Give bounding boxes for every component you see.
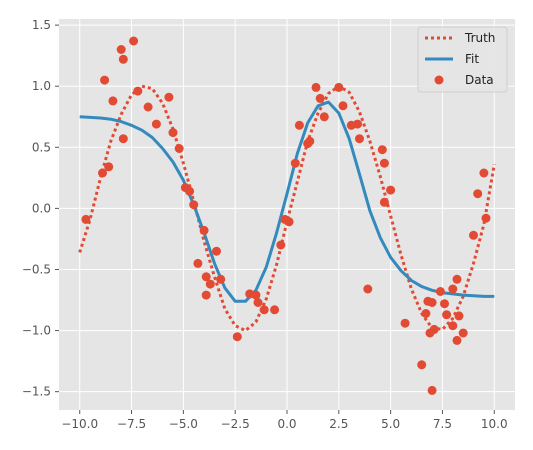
data-point [479,168,489,178]
y-tick-label: 0.5 [32,140,51,154]
data-point [185,186,195,196]
data-point [189,200,199,210]
data-point [421,309,431,318]
series-layer [78,36,496,395]
y-tick-label: 1.0 [32,79,51,93]
data-point [305,136,315,146]
legend-truth-label: Truth [464,31,495,45]
data-point [454,311,464,321]
data-point [251,290,261,300]
data-point [129,36,139,46]
data-point [442,310,452,320]
x-tick-label: 7.5 [433,417,452,431]
y-tick-label: 1.5 [32,18,51,32]
x-tick-label: 2.5 [329,417,348,431]
data-point [193,258,203,268]
data-point [400,318,410,328]
data-point [448,321,458,331]
data-point [216,274,226,284]
data-point [311,82,321,92]
data-point [151,119,161,129]
data-point [133,86,143,96]
data-point [458,328,468,338]
x-tick-label: 5.0 [381,417,400,431]
data-point [417,360,427,370]
data-point [104,162,114,172]
data-point [116,45,126,54]
y-tick-label: −1.5 [22,385,51,399]
data-point [429,324,439,334]
data-point [469,230,478,240]
y-tick-label: −1.0 [22,324,51,338]
data-point [452,274,462,284]
x-tick-label: −10.0 [61,417,98,431]
x-tick-label: 10.0 [481,417,508,431]
y-tick-label: 0.0 [32,201,51,215]
data-point [319,112,329,122]
data-point [118,134,128,144]
data-point [448,284,458,294]
data-point [427,385,437,395]
tick-labels: −10.0 −7.5 −5.0 −2.5 0.0 2.5 5.0 7.5 10.0 −1.5 −1.… [22,18,508,431]
data-point [212,246,221,256]
data-point [377,145,387,155]
data-point [334,82,344,92]
data-point [201,290,211,300]
data-point [440,299,449,309]
data-point [294,120,304,130]
data-point [259,305,269,315]
x-tick-label: −7.5 [117,417,146,431]
data-point [174,144,184,153]
x-tick-label: −5.0 [169,417,198,431]
data-point [427,298,437,307]
data-point [205,279,215,289]
data-point [168,128,178,138]
data-point [452,335,462,345]
data-point [118,54,128,64]
data-point [98,168,107,178]
data-point [276,240,286,250]
legend-fit-label: Fit [465,52,479,66]
data-point [81,214,91,224]
data-point [379,197,389,207]
data-point [100,75,110,85]
data-point [315,93,325,103]
data-point [435,287,445,296]
legend-data-label: Data [465,73,494,87]
data-point [290,158,300,168]
x-tick-label: 0.0 [277,417,296,431]
legend-data-swatch [434,75,444,85]
data-point [473,189,483,199]
x-tick-label: −2.5 [221,417,250,431]
data-point [353,119,362,129]
data-point [201,272,211,282]
data-point [232,332,242,342]
data-point [143,102,153,112]
data-point [338,101,348,111]
data-point [284,217,294,227]
data-point [164,92,174,102]
y-tick-label: −0.5 [22,262,51,276]
data-point [355,134,364,144]
data-point [386,185,396,195]
data-point [481,213,491,223]
data-point [108,96,118,106]
data-point [363,284,373,294]
data-point [270,305,280,315]
series-line-truth [78,84,496,333]
series-line-fit [79,100,495,303]
data-point [379,158,389,168]
data-point [199,225,209,235]
legend: Truth Fit Data [417,26,508,93]
data-point [253,298,263,307]
